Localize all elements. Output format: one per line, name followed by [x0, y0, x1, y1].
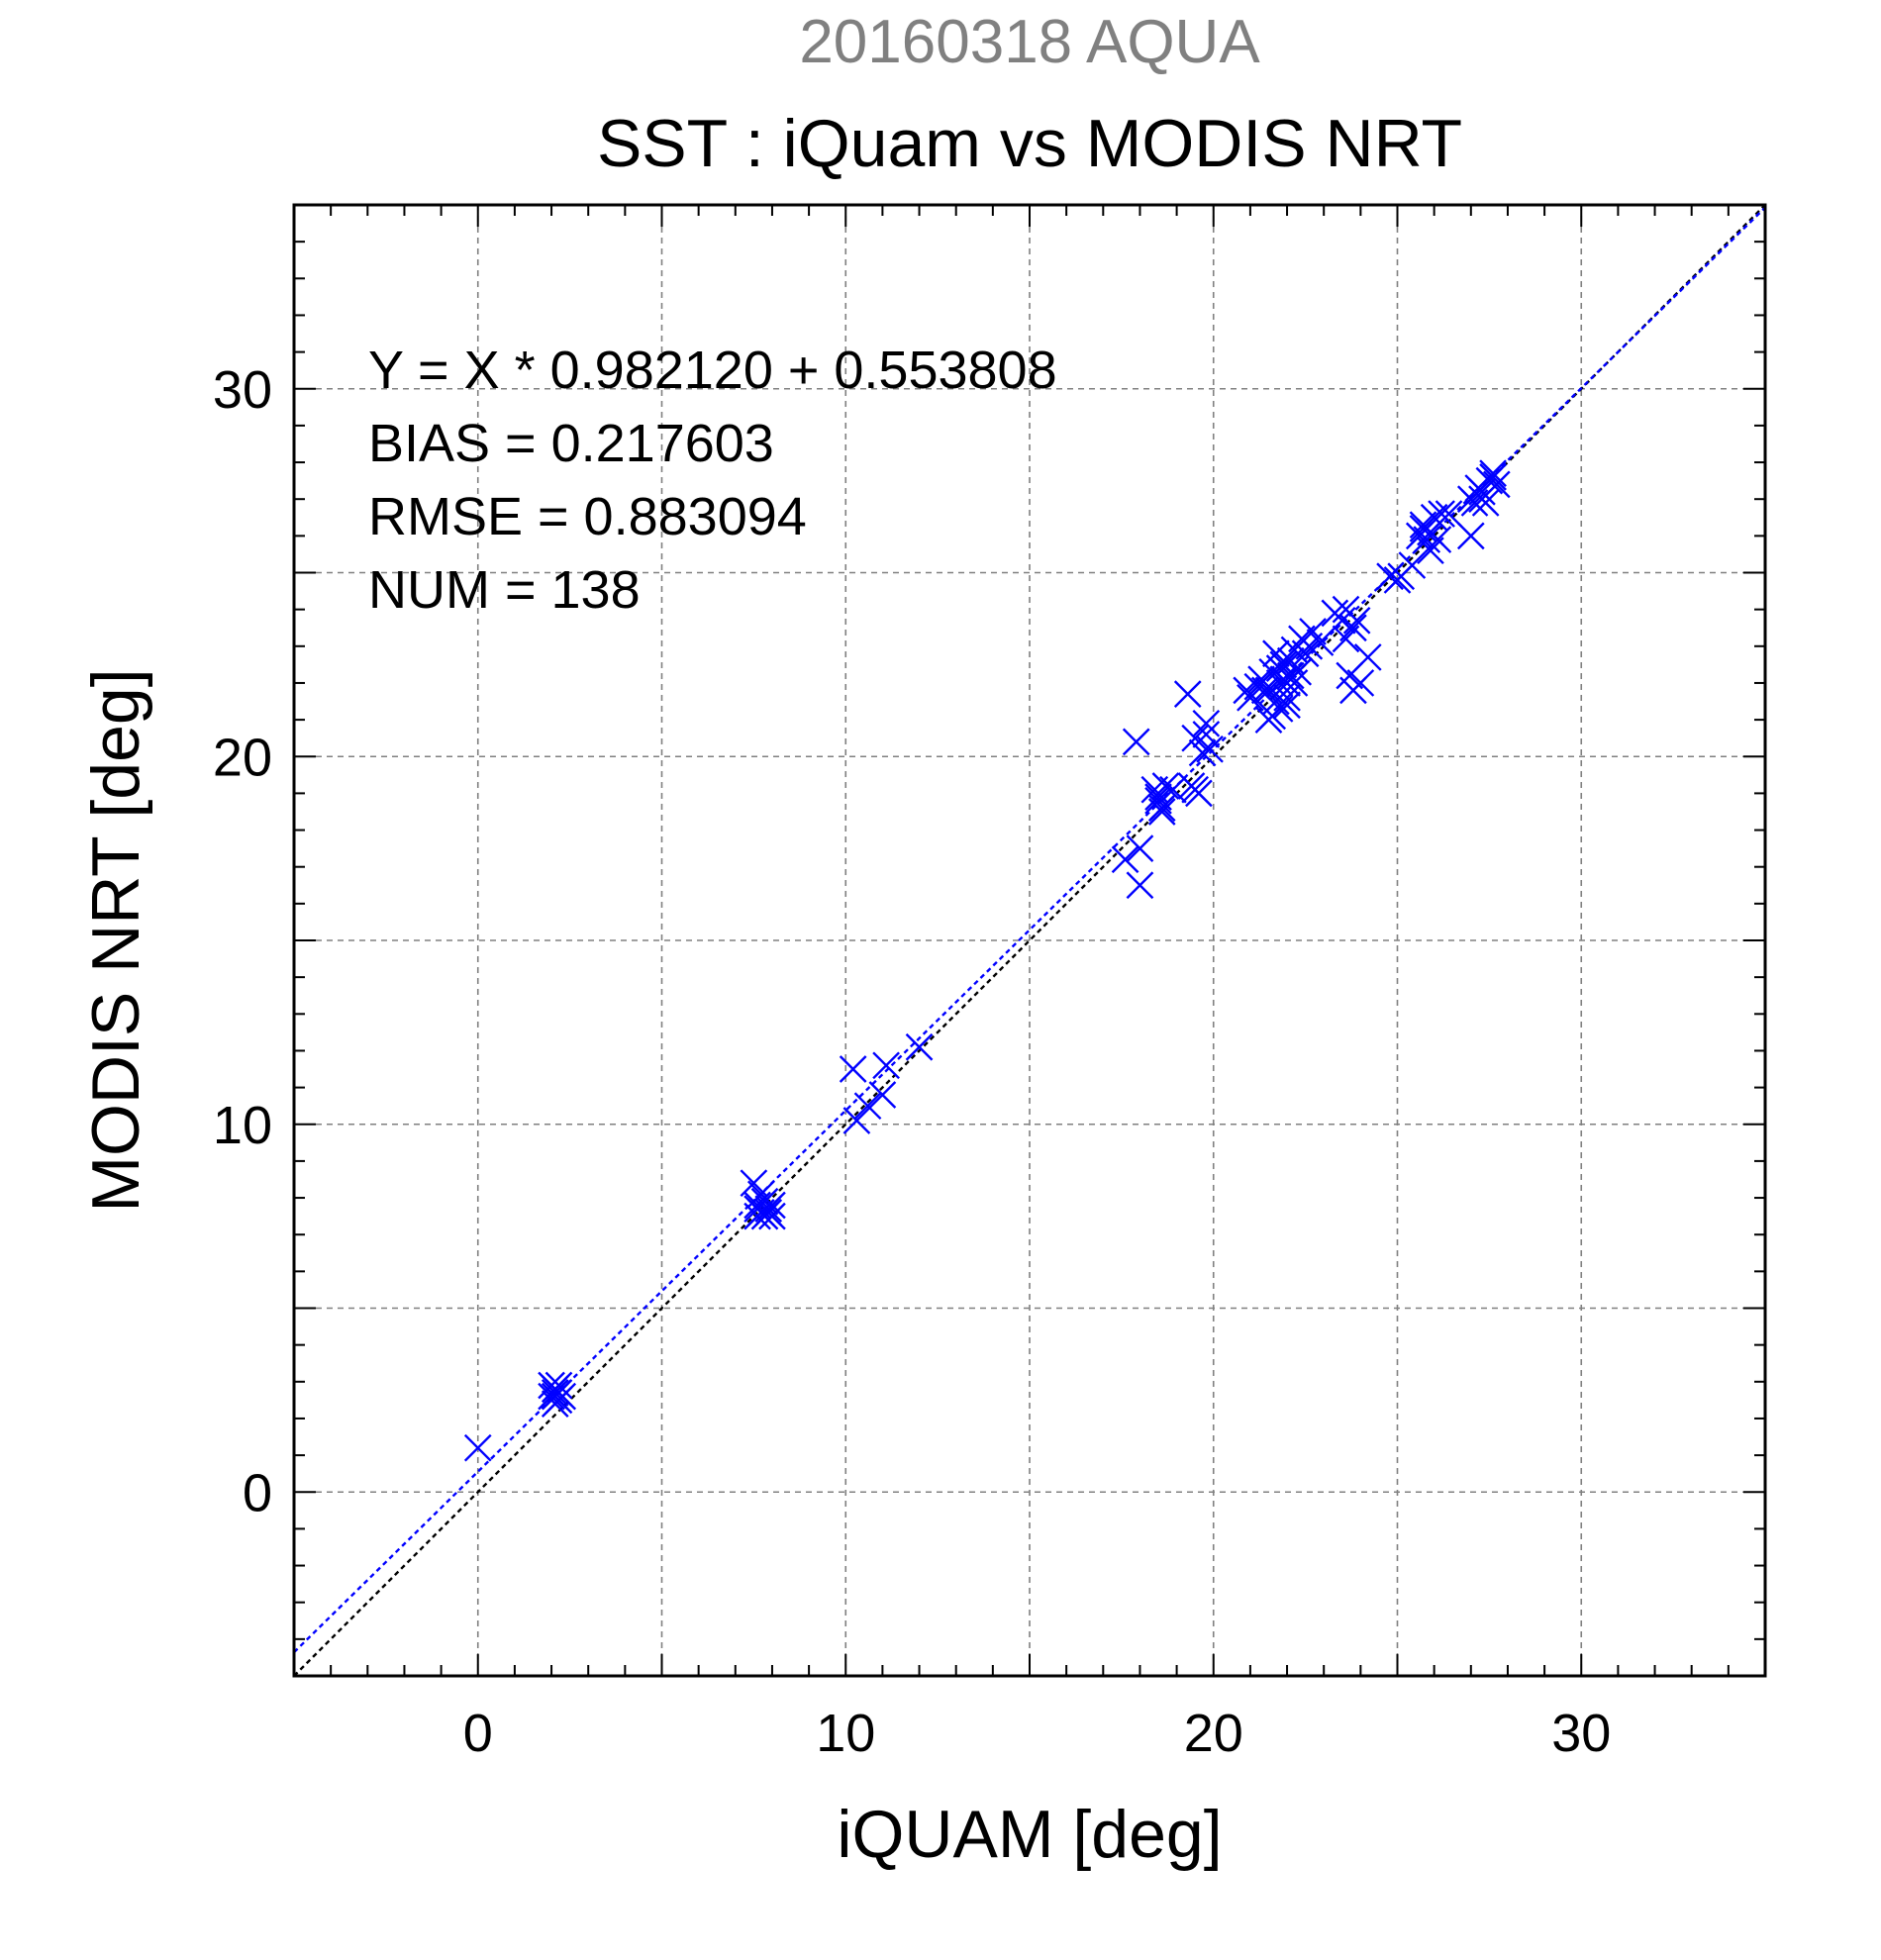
data-point: [463, 1433, 492, 1462]
data-point: [1342, 606, 1371, 635]
data-point: [1482, 470, 1511, 499]
data-point: [1284, 657, 1313, 686]
x-tick-label: 10: [816, 1704, 875, 1763]
data-point: [1428, 500, 1455, 528]
data-point: [1479, 463, 1507, 491]
data-point: [1177, 772, 1206, 800]
data-point: [839, 1055, 867, 1083]
data-point: [1435, 500, 1463, 528]
data-point: [1471, 489, 1500, 517]
data-point: [541, 1390, 569, 1418]
data-point: [1346, 669, 1375, 697]
num-text: NUM = 138: [368, 560, 641, 620]
data-point: [1409, 515, 1437, 542]
data-point: [1332, 625, 1360, 653]
y-tick-label: 10: [213, 1096, 272, 1155]
data-point: [1468, 477, 1496, 506]
data-point: [1181, 724, 1210, 752]
data-point: [1151, 772, 1180, 800]
fit-equation-text: Y = X * 0.982120 + 0.553808: [368, 341, 1057, 400]
data-point: [1306, 629, 1335, 656]
data-point: [1159, 775, 1187, 804]
data-point: [1398, 551, 1427, 579]
y-axis-label: MODIS NRT [deg]: [78, 668, 153, 1212]
rmse-text: RMSE = 0.883094: [368, 487, 807, 546]
data-point: [905, 1032, 934, 1061]
stats-annotation: Y = X * 0.982120 + 0.553808 BIAS = 0.217…: [368, 341, 1057, 620]
tick-labels: 0 10 20 30 0 10 20 30: [213, 360, 1611, 1763]
data-point: [1111, 845, 1139, 874]
plot-frame: [292, 203, 1767, 1678]
data-point: [1192, 709, 1221, 737]
data-point: [1173, 680, 1202, 708]
data-point: [541, 1379, 569, 1407]
data-points: [463, 459, 1511, 1462]
data-point: [1126, 871, 1154, 900]
data-point: [758, 1202, 786, 1230]
y-tick-label: 0: [243, 1463, 272, 1522]
grid-lines: [294, 205, 1765, 1676]
data-point: [1126, 834, 1154, 862]
x-axis-label: iQUAM [deg]: [837, 1797, 1222, 1872]
data-point: [743, 1195, 771, 1224]
x-tick-label: 20: [1184, 1704, 1243, 1763]
data-point: [1424, 526, 1452, 553]
x-tick-label: 30: [1551, 1704, 1611, 1763]
data-point: [1413, 526, 1441, 553]
data-point: [1144, 786, 1172, 815]
data-point: [1405, 522, 1434, 550]
chart-subtitle: 20160318 AQUA: [799, 8, 1260, 76]
data-point: [842, 1107, 871, 1134]
data-point: [1122, 728, 1150, 756]
data-point: [1273, 691, 1301, 720]
data-point: [1196, 735, 1224, 763]
data-point: [1273, 683, 1301, 712]
bias-text: BIAS = 0.217603: [368, 414, 774, 473]
data-point: [1291, 639, 1320, 668]
y-tick-label: 20: [213, 728, 272, 787]
chart-title: SST : iQuam vs MODIS NRT: [597, 106, 1462, 181]
data-point: [872, 1051, 900, 1080]
data-point: [1353, 643, 1382, 671]
data-point: [1376, 562, 1404, 591]
data-point: [868, 1081, 897, 1109]
y-tick-label: 30: [213, 360, 272, 420]
data-point: [1147, 794, 1176, 823]
data-point: [544, 1371, 573, 1400]
x-tick-label: 0: [463, 1704, 493, 1763]
data-point: [853, 1092, 882, 1121]
data-point: [1456, 522, 1485, 550]
data-point: [1479, 459, 1507, 488]
data-point: [1258, 702, 1287, 731]
data-point: [1265, 654, 1294, 682]
data-point: [1188, 738, 1217, 767]
